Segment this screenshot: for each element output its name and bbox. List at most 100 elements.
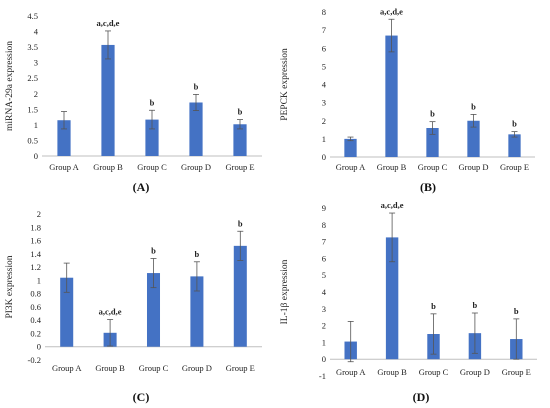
y-tick-label: 9 <box>322 203 326 213</box>
error-bar-group-c <box>150 258 157 289</box>
y-tick-label: 0 <box>37 342 41 352</box>
bar-group-d <box>189 102 203 156</box>
error-bar-group-b <box>105 30 111 60</box>
y-tick-label: 4 <box>322 287 327 297</box>
y-tick-label: 0 <box>322 354 326 364</box>
y-tick-label: 3.5 <box>27 42 38 52</box>
bar-chart-pi3k: -0.2 0 0.2 0.4 0.6 0.8 1 1.2 1.4 1.6 1.8 2 PI3K expr… <box>5 209 262 404</box>
y-tick-label: 0.6 <box>30 302 41 312</box>
significance-label: b <box>430 109 435 119</box>
error-bar-group-e <box>511 131 518 138</box>
error-bar-group-a <box>61 111 67 130</box>
category-label: Group E <box>225 162 254 172</box>
category-label: Group E <box>226 363 255 373</box>
y-tick-label: 1 <box>34 120 38 130</box>
bar-group-a <box>60 277 74 347</box>
error-bar-group-e <box>237 230 244 261</box>
chart-panel-a: 0 0.5 1 1.5 2 2.5 3 3.5 4 4.5 miRNA-29a expression… <box>0 0 275 204</box>
significance-label: a,c,d,e <box>97 18 120 28</box>
category-label: Group D <box>459 162 489 172</box>
category-label: Group C <box>137 162 167 172</box>
y-tick-label: 3 <box>322 304 326 314</box>
y-axis-label: IL-1β expression <box>280 259 290 324</box>
bar-group-c <box>426 128 439 157</box>
y-tick-label: 4.5 <box>27 11 38 21</box>
error-bar-group-a <box>347 136 354 142</box>
significance-label: b <box>238 218 243 228</box>
y-tick-label: -1 <box>319 371 326 381</box>
error-bar-group-b <box>388 18 395 53</box>
category-label: Group B <box>95 363 125 373</box>
y-axis-label: miRNA-29a expression <box>5 41 15 131</box>
y-axis-label: PI3K expression <box>5 255 15 318</box>
panel-label: (A) <box>133 180 150 194</box>
error-bar-group-b <box>389 212 396 263</box>
chart-panel-c: -0.2 0 0.2 0.4 0.6 0.8 1 1.2 1.4 1.6 1.8 2 PI3K expr… <box>0 204 275 408</box>
bar-group-b <box>385 35 398 157</box>
y-tick-label: 0 <box>322 152 326 162</box>
bar-chart-pepck: 0 1 2 3 4 5 6 7 8 PEPCK expression Group A a,c,d,e G… <box>280 6 535 194</box>
y-tick-label: 1 <box>322 134 326 144</box>
y-axis-label: PEPCK expression <box>280 48 290 121</box>
y-tick-label: 2.5 <box>27 73 38 83</box>
bar-group-b <box>101 44 115 156</box>
y-tick-label: 2 <box>34 89 38 99</box>
y-tick-label: 4 <box>34 27 39 37</box>
chart-panel-d: -1 0 1 2 3 4 5 6 7 8 9 IL-1β expression Group A a,c,d… <box>275 200 550 408</box>
bar-group-a <box>57 120 71 156</box>
error-bar-group-c <box>430 313 437 355</box>
error-bar-group-d <box>471 312 478 354</box>
y-tick-label: 1.5 <box>27 104 38 114</box>
y-tick-label: 1 <box>37 275 41 285</box>
error-bar-group-e <box>513 318 520 360</box>
y-tick-label: -0.2 <box>28 355 41 365</box>
bar-group-e <box>233 245 247 347</box>
y-tick-label: 0 <box>34 151 38 161</box>
category-label: Group B <box>93 162 123 172</box>
significance-label: b <box>195 249 200 259</box>
error-bar-group-c <box>429 121 436 135</box>
significance-label: b <box>471 101 476 111</box>
category-label: Group C <box>419 367 449 377</box>
y-tick-label: 0.4 <box>30 315 41 325</box>
y-tick-label: 2 <box>322 321 326 331</box>
category-label: Group E <box>502 367 531 377</box>
bar-group-d <box>467 120 480 157</box>
category-label: Group D <box>460 367 490 377</box>
error-bar-group-e <box>237 119 243 130</box>
y-tick-label: 8 <box>322 220 326 230</box>
error-bar-group-a <box>347 321 354 363</box>
error-bar-group-d <box>193 261 200 292</box>
bar-group-c <box>146 273 161 347</box>
category-label: Group E <box>500 162 529 172</box>
error-bar-group-a <box>63 262 70 293</box>
significance-label: a,c,d,e <box>381 200 404 210</box>
y-tick-label: 7 <box>322 237 326 247</box>
category-label: Group C <box>418 162 448 172</box>
y-tick-label: 1.4 <box>30 249 41 259</box>
error-bar-group-d <box>193 94 199 111</box>
category-label: Group C <box>139 363 169 373</box>
category-label: Group A <box>336 162 366 172</box>
error-bar-group-d <box>470 114 477 128</box>
significance-label: a,c,d,e <box>380 6 403 16</box>
y-tick-label: 7 <box>322 25 326 35</box>
y-tick-label: 3 <box>34 58 38 68</box>
y-tick-label: 6 <box>322 253 326 263</box>
category-label: Group A <box>52 363 82 373</box>
y-tick-label: 5 <box>322 61 326 71</box>
bar-chart-il-1b: -1 0 1 2 3 4 5 6 7 8 9 IL-1β expression Group A a,c,d… <box>280 200 537 404</box>
significance-label: b <box>512 119 517 129</box>
bar-chart-mirna-29a: 0 0.5 1 1.5 2 2.5 3 3.5 4 4.5 miRNA-29a expression… <box>5 11 262 194</box>
significance-label: b <box>473 300 478 310</box>
bar-group-b <box>385 237 399 360</box>
category-label: Group A <box>49 162 79 172</box>
significance-label: b <box>238 107 243 117</box>
significance-label: a,c,d,e <box>99 307 122 317</box>
y-tick-label: 2 <box>37 209 41 219</box>
significance-label: b <box>194 81 199 91</box>
y-tick-label: 0.5 <box>27 135 38 145</box>
y-tick-label: 1.8 <box>30 222 41 232</box>
bar-group-d <box>190 276 204 347</box>
y-tick-label: 1 <box>322 337 326 347</box>
